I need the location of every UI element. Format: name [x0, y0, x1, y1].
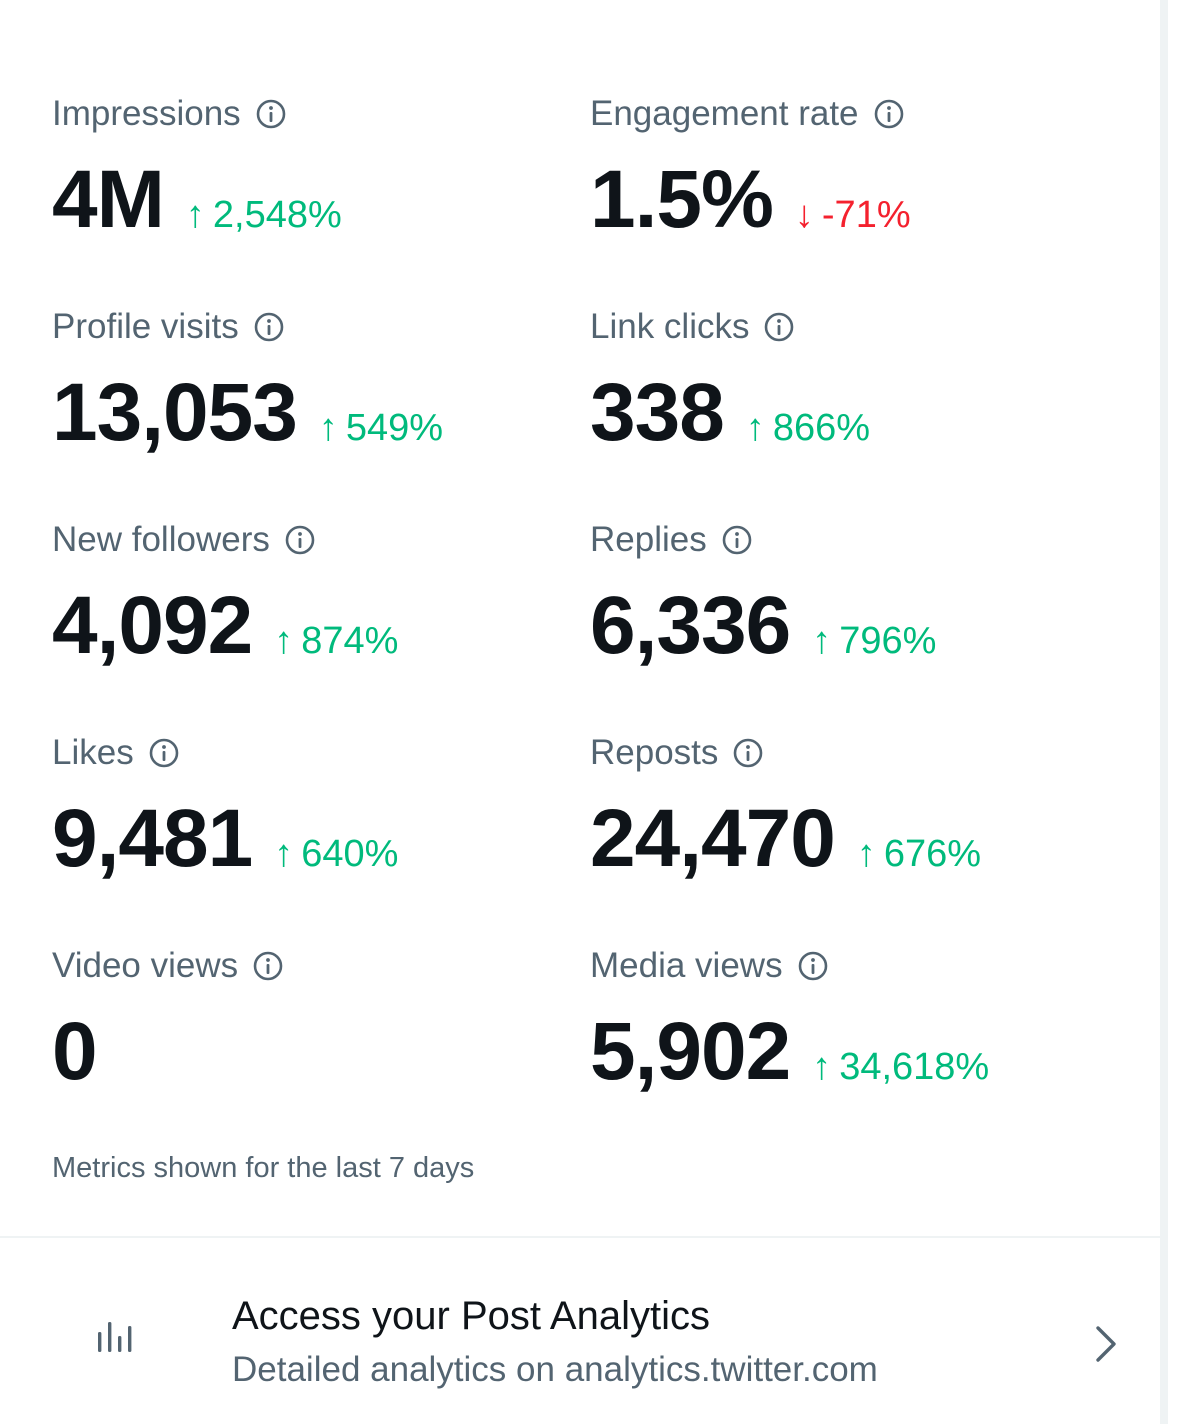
divider: [0, 1236, 1160, 1238]
metric-replies: Replies 6,336 ↑ 796%: [590, 518, 1110, 668]
metric-video-views: Video views 0: [52, 944, 572, 1094]
metric-value-row: 338 ↑ 866%: [590, 371, 1110, 455]
metric-value: 338: [590, 367, 725, 458]
arrow-up-icon: ↑: [274, 833, 294, 875]
metric-label-row: Reposts: [590, 731, 1110, 775]
arrow-up-icon: ↑: [812, 620, 832, 662]
metrics-footnote: Metrics shown for the last 7 days: [52, 1152, 475, 1184]
metric-change-value: 640%: [301, 833, 399, 875]
metric-impressions: Impressions 4M ↑ 2,548%: [52, 92, 572, 242]
metric-value: 1.5%: [590, 154, 774, 245]
analytics-title: Access your Post Analytics: [232, 1294, 710, 1338]
metric-change: ↑ 796%: [812, 620, 936, 663]
metric-label: Engagement rate: [590, 94, 859, 133]
info-icon[interactable]: [721, 524, 753, 556]
metric-change: ↑ 866%: [746, 407, 870, 450]
metric-change: ↑ 34,618%: [812, 1046, 989, 1089]
metric-value: 4M: [52, 154, 165, 245]
arrow-up-icon: ↑: [185, 194, 205, 236]
metric-value: 6,336: [590, 580, 791, 671]
metric-label-row: Replies: [590, 518, 1110, 562]
info-icon[interactable]: [797, 950, 829, 982]
metric-change-value: 34,618%: [839, 1046, 990, 1088]
arrow-up-icon: ↑: [274, 620, 294, 662]
metric-change: ↓ -71%: [795, 194, 911, 237]
metric-change-value: -71%: [821, 194, 911, 236]
metric-change: ↑ 676%: [857, 833, 981, 876]
metric-profile-visits: Profile visits 13,053 ↑ 549%: [52, 305, 572, 455]
analytics-subtitle: Detailed analytics on analytics.twitter.…: [232, 1350, 878, 1389]
post-analytics-link[interactable]: Access your Post Analytics Detailed anal…: [0, 1238, 1160, 1424]
arrow-up-icon: ↑: [856, 833, 876, 875]
metric-label: Link clicks: [590, 307, 750, 346]
info-icon[interactable]: [284, 524, 316, 556]
metric-value-row: 13,053 ↑ 549%: [52, 371, 572, 455]
arrow-up-icon: ↑: [318, 407, 338, 449]
metric-value: 4,092: [52, 580, 253, 671]
metric-value-row: 4M ↑ 2,548%: [52, 158, 572, 242]
metric-value: 24,470: [590, 793, 836, 884]
bar-chart-icon: [96, 1314, 138, 1356]
info-icon[interactable]: [148, 737, 180, 769]
metric-value-row: 9,481 ↑ 640%: [52, 797, 572, 881]
metric-label: Video views: [52, 946, 239, 985]
metric-reposts: Reposts 24,470 ↑ 676%: [590, 731, 1110, 881]
metric-change-value: 866%: [772, 407, 871, 449]
metric-value-row: 4,092 ↑ 874%: [52, 584, 572, 668]
metric-label-row: New followers: [52, 518, 572, 562]
metric-new-followers: New followers 4,092 ↑ 874%: [52, 518, 572, 668]
arrow-down-icon: ↓: [794, 194, 814, 236]
metric-change-value: 874%: [301, 620, 399, 662]
metric-label-row: Likes: [52, 731, 572, 775]
arrow-up-icon: ↑: [812, 1046, 832, 1088]
chevron-right-icon: [1092, 1322, 1120, 1366]
metric-change: ↑ 2,548%: [186, 194, 342, 237]
metric-engagement-rate: Engagement rate 1.5% ↓ -71%: [590, 92, 1110, 242]
arrow-up-icon: ↑: [745, 407, 765, 449]
metric-label-row: Profile visits: [52, 305, 572, 349]
metric-value-row: 0: [52, 1010, 572, 1094]
metric-change-value: 676%: [883, 833, 982, 875]
info-icon[interactable]: [873, 98, 905, 130]
metric-value-row: 5,902 ↑ 34,618%: [590, 1010, 1110, 1094]
metric-change-value: 796%: [839, 620, 937, 662]
metric-change: ↑ 640%: [274, 833, 398, 876]
info-icon[interactable]: [253, 311, 285, 343]
metric-label-row: Link clicks: [590, 305, 1110, 349]
info-icon[interactable]: [732, 737, 764, 769]
metric-change-value: 549%: [345, 407, 444, 449]
metric-label: New followers: [52, 520, 270, 559]
metric-value: 9,481: [52, 793, 253, 884]
metric-link-clicks: Link clicks 338 ↑ 866%: [590, 305, 1110, 455]
metric-label: Media views: [590, 946, 783, 985]
metric-change: ↑ 549%: [319, 407, 443, 450]
metric-value-row: 1.5% ↓ -71%: [590, 158, 1110, 242]
metric-value-row: 6,336 ↑ 796%: [590, 584, 1110, 668]
metric-label: Profile visits: [52, 307, 239, 346]
metric-value: 0: [52, 1006, 98, 1097]
metric-label-row: Media views: [590, 944, 1110, 988]
metric-label: Reposts: [590, 733, 719, 772]
metric-change: ↑ 874%: [274, 620, 398, 663]
metric-label-row: Video views: [52, 944, 572, 988]
metric-label: Replies: [590, 520, 707, 559]
metric-likes: Likes 9,481 ↑ 640%: [52, 731, 572, 881]
info-icon[interactable]: [255, 98, 287, 130]
metric-media-views: Media views 5,902 ↑ 34,618%: [590, 944, 1110, 1094]
metric-label: Likes: [52, 733, 134, 772]
scroll-rail: [1160, 0, 1168, 1424]
metric-value-row: 24,470 ↑ 676%: [590, 797, 1110, 881]
metric-change-value: 2,548%: [212, 194, 342, 236]
info-icon[interactable]: [763, 311, 795, 343]
info-icon[interactable]: [252, 950, 284, 982]
metric-value: 5,902: [590, 1006, 791, 1097]
metric-label-row: Engagement rate: [590, 92, 1110, 136]
metric-label-row: Impressions: [52, 92, 572, 136]
metric-value: 13,053: [52, 367, 298, 458]
metric-label: Impressions: [52, 94, 241, 133]
